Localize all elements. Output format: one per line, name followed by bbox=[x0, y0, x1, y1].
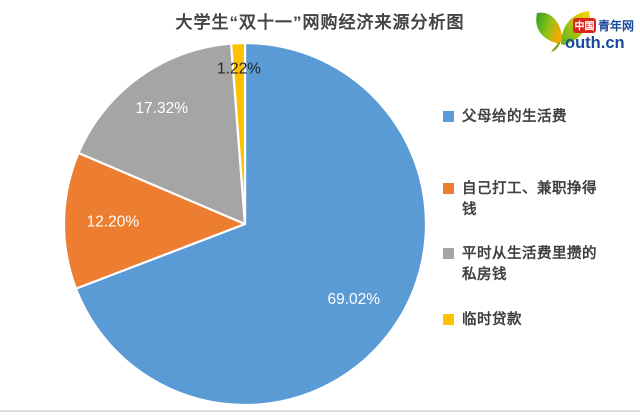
logo-domain-text: outh.cn bbox=[565, 34, 625, 52]
legend-label: 父母给的生活费 bbox=[462, 109, 567, 125]
legend-label: 自己打工、兼职挣得钱 bbox=[462, 181, 597, 218]
pie-slice-1 bbox=[62, 151, 247, 290]
legend-label: 平时从生活费里攒的私房钱 bbox=[462, 246, 597, 283]
pie-slice-3 bbox=[230, 41, 247, 226]
legend-item-3: 临时贷款 bbox=[443, 310, 604, 331]
logo-sitename-text: 青年网 bbox=[598, 18, 634, 33]
legend-label: 临时贷款 bbox=[462, 312, 522, 328]
slice-label-1: 12.20% bbox=[87, 214, 140, 231]
legend-swatch-icon bbox=[443, 183, 454, 194]
logo-badge-text: 中国 bbox=[575, 20, 595, 33]
legend-item-2: 平时从生活费里攒的私房钱 bbox=[443, 244, 604, 286]
legend-item-1: 自己打工、兼职挣得钱 bbox=[443, 179, 604, 221]
legend-swatch-icon bbox=[443, 314, 454, 325]
pie-slice-0 bbox=[74, 41, 428, 407]
legend-swatch-icon bbox=[443, 111, 454, 122]
pie-slice-2 bbox=[77, 42, 247, 226]
slice-label-2: 17.32% bbox=[135, 100, 188, 117]
logo-badge bbox=[573, 18, 596, 33]
chart-title: 大学生“双十一”网购经济来源分析图 bbox=[175, 13, 465, 32]
pie-chart: 69.02% 12.20% 17.32% 1.22% bbox=[62, 41, 428, 407]
legend-item-0: 父母给的生活费 bbox=[443, 107, 604, 128]
bottom-divider bbox=[0, 410, 640, 412]
legend-swatch-icon bbox=[443, 248, 454, 259]
youth-cn-logo: 中国 青年网 outh.cn bbox=[536, 11, 634, 52]
slice-label-0: 69.02% bbox=[328, 291, 381, 308]
slice-label-3: 1.22% bbox=[217, 61, 261, 78]
